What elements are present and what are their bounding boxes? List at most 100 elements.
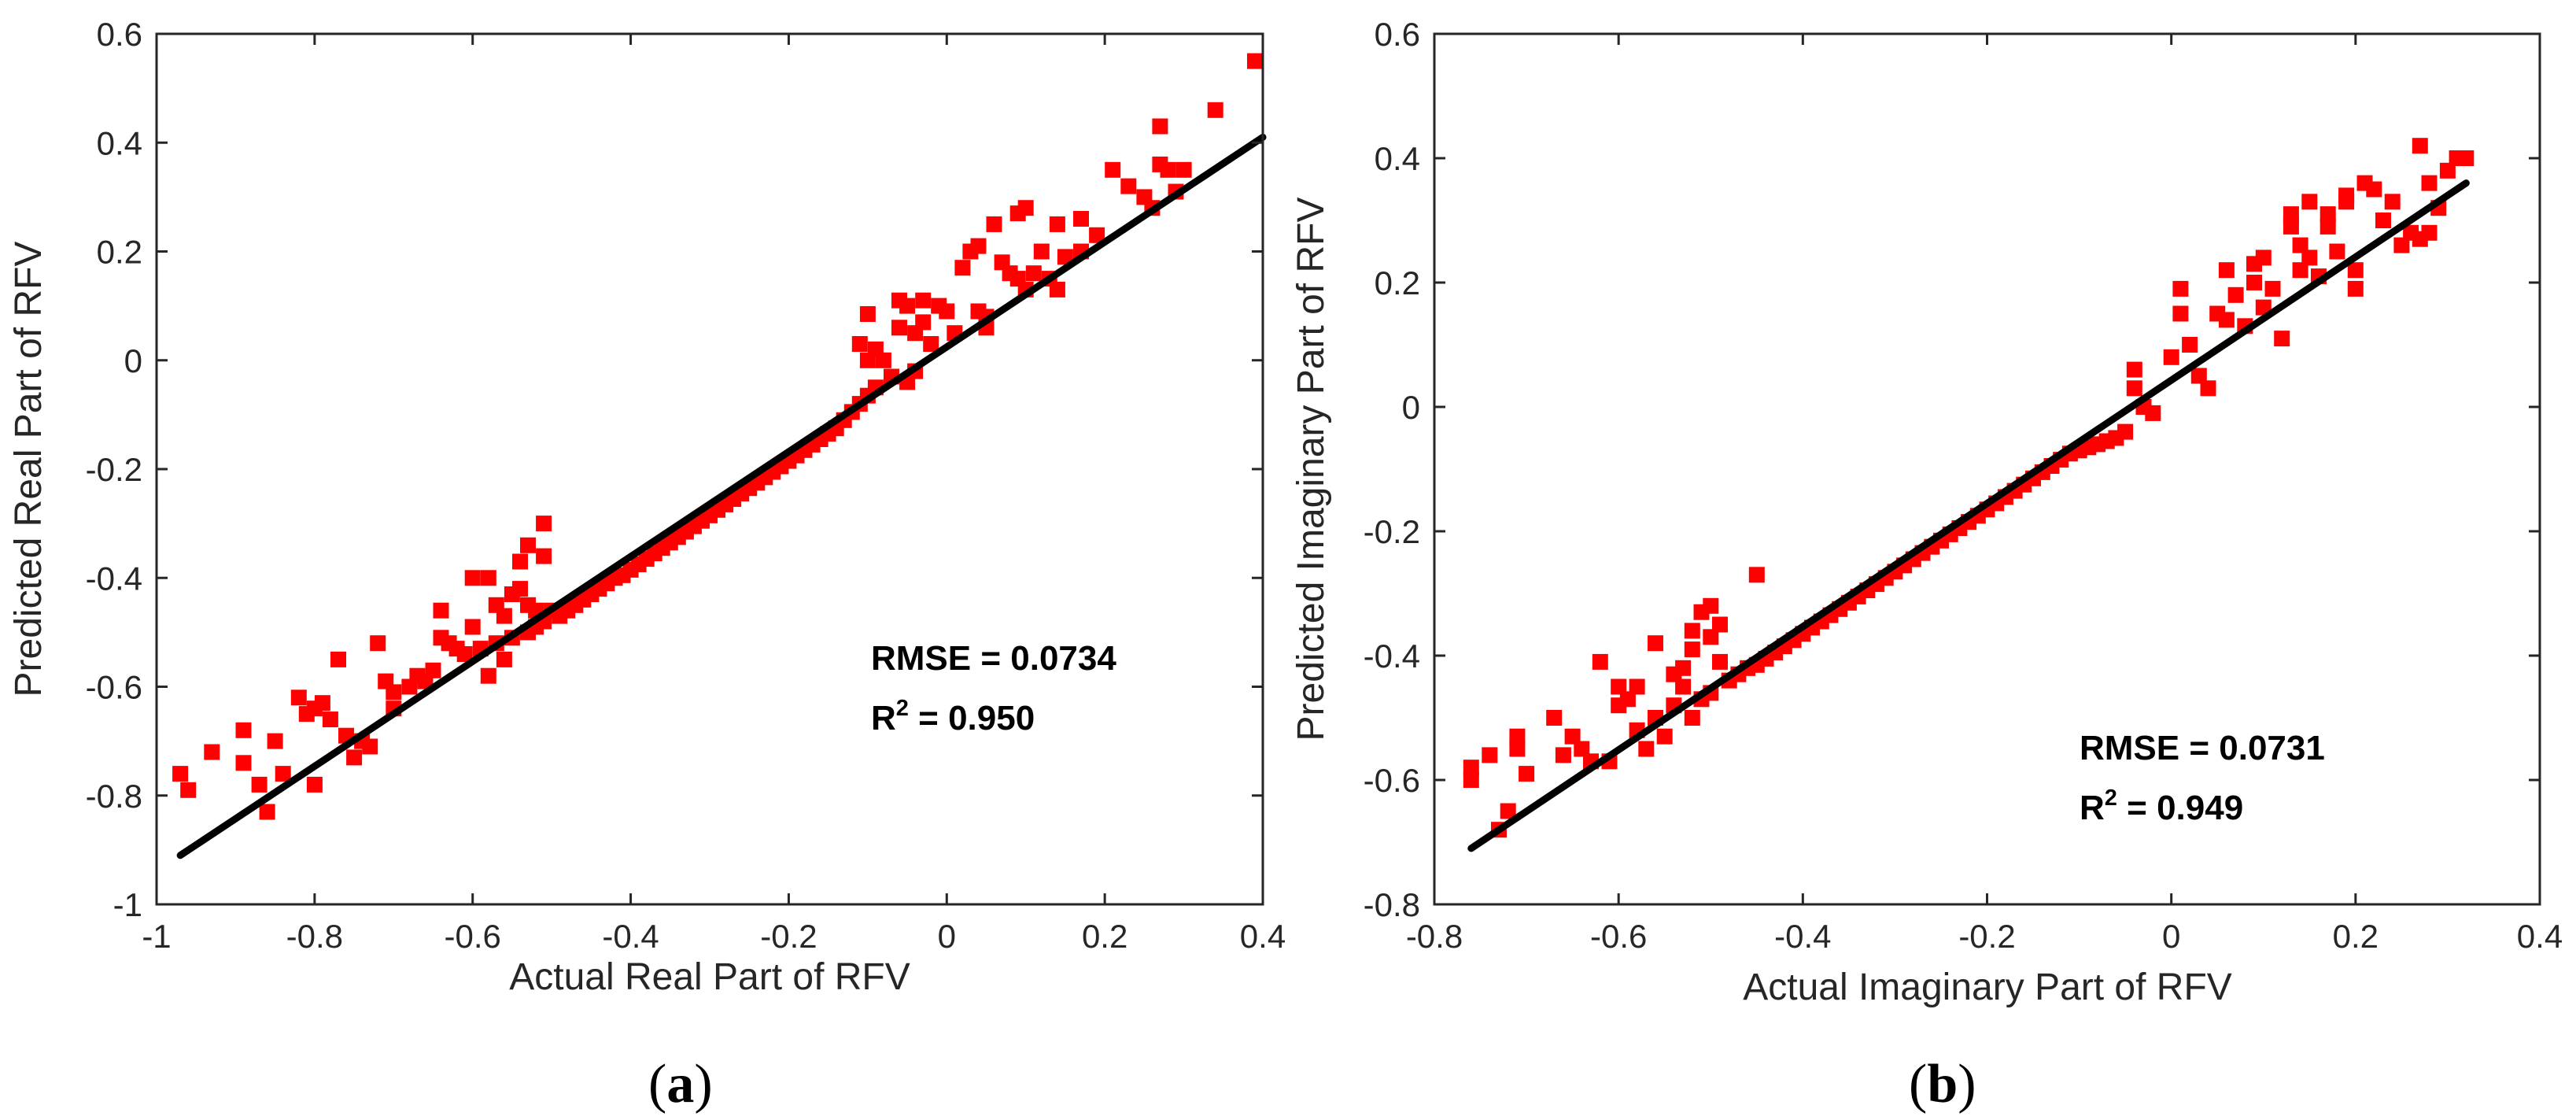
data-point [1017, 200, 1034, 216]
data-point [1105, 161, 1121, 178]
x-tick-label: 0.2 [1082, 918, 1127, 955]
panel-b: -0.8 -0.6 -0.4 -0.2 0 0.2 0.4 -0.8 -0.6 -0.4 -0.2… [1290, 16, 2563, 1114]
y-tick-label: -0.4 [86, 560, 142, 597]
data-point [2292, 237, 2308, 253]
data-point [536, 548, 552, 564]
data-point [346, 749, 363, 766]
data-point [851, 336, 868, 352]
data-point [1500, 803, 1516, 819]
data-point [2117, 423, 2134, 440]
data-point [915, 292, 932, 309]
data-point [1160, 161, 1176, 178]
data-point [1519, 766, 1535, 782]
data-point [2172, 280, 2189, 297]
x-tick-label: 0 [938, 918, 956, 955]
data-point [2172, 305, 2189, 322]
data-point [2200, 380, 2216, 397]
data-point [970, 238, 987, 254]
data-point [1648, 635, 1663, 652]
data-point [1592, 653, 1608, 670]
data-point [1611, 678, 1627, 695]
data-point [939, 303, 955, 320]
data-point [2421, 224, 2438, 241]
data-point [235, 755, 252, 771]
data-point [2283, 206, 2299, 223]
data-point [2145, 405, 2161, 421]
data-point [290, 689, 307, 706]
data-point [536, 516, 552, 532]
data-point [1638, 741, 1655, 757]
x-tick-label: -0.4 [1774, 918, 1831, 955]
data-point [1120, 178, 1137, 194]
data-point [2458, 150, 2475, 166]
panel-b-rmse: RMSE = 0.0731 [2080, 729, 2325, 767]
panel-a-xlabel: Actual Real Part of RFV [509, 956, 910, 998]
y-tick-label: 0.2 [97, 234, 142, 271]
y-tick-label: 0.6 [97, 16, 142, 53]
data-point [386, 684, 402, 700]
data-point [464, 619, 481, 635]
data-point [1025, 265, 1042, 282]
y-tick-label: -0.2 [86, 451, 142, 488]
y-tick-label: -0.8 [1364, 886, 1420, 923]
data-point [1564, 728, 1581, 745]
data-point [899, 298, 916, 314]
data-point [2329, 243, 2345, 260]
data-point [1619, 691, 1636, 708]
data-point [1629, 678, 1645, 695]
panel-a-ylabel: Predicted Real Part of RFV [8, 242, 50, 697]
y-tick-label: -0.2 [1364, 513, 1420, 550]
data-point [1703, 597, 1719, 614]
panel-a-points [172, 53, 1263, 820]
data-point [2182, 337, 2198, 353]
data-point [1175, 161, 1192, 178]
data-point [204, 744, 220, 760]
panel-b-caption: (b) [1909, 1054, 1976, 1114]
data-point [2412, 138, 2428, 154]
panel-a-y-ticks: -1 -0.8 -0.6 -0.4 -0.2 0 0.2 0.4 0.6 [86, 16, 1263, 923]
data-point [915, 314, 932, 331]
data-point [2320, 218, 2336, 235]
data-point [2264, 280, 2281, 297]
panel-a-r2: R2 = 0.950 [871, 696, 1035, 737]
data-point [1057, 249, 1073, 265]
x-tick-label: 0.4 [2517, 918, 2563, 955]
x-tick-label: -0.6 [445, 918, 501, 955]
data-point [512, 581, 528, 597]
data-point [2347, 280, 2364, 297]
data-point [496, 651, 512, 667]
data-point [370, 635, 386, 652]
data-point [235, 722, 252, 738]
panel-b-axes-box [1433, 32, 2541, 906]
panel-a-caption: (a) [648, 1054, 713, 1114]
data-point [2126, 361, 2142, 378]
data-point [1555, 747, 1571, 763]
x-tick-label: 0.2 [2333, 918, 2379, 955]
data-point [986, 216, 1002, 232]
panel-b-fit-line [1467, 179, 2470, 852]
y-tick-label: 0.2 [1375, 264, 1420, 301]
data-point [306, 776, 323, 793]
x-tick-label: -0.6 [1590, 918, 1647, 955]
y-tick-label: 0.6 [1375, 16, 1420, 53]
data-point [1675, 678, 1692, 695]
data-point [859, 306, 876, 322]
data-point [2246, 275, 2262, 290]
data-point [2227, 286, 2244, 303]
x-tick-label: -0.2 [760, 918, 817, 955]
data-point [1684, 623, 1700, 639]
panel-a-fit-line [176, 133, 1267, 859]
data-point [1656, 728, 1673, 745]
data-point [1073, 211, 1089, 227]
x-tick-label: -0.8 [286, 918, 343, 955]
data-point [1546, 710, 1563, 726]
data-point [314, 695, 330, 712]
data-point [1247, 53, 1263, 69]
data-point [259, 804, 275, 820]
data-point [480, 570, 496, 586]
data-point [267, 733, 283, 749]
data-point [2126, 380, 2142, 397]
x-tick-label: -1 [142, 918, 171, 955]
data-point [464, 570, 481, 586]
